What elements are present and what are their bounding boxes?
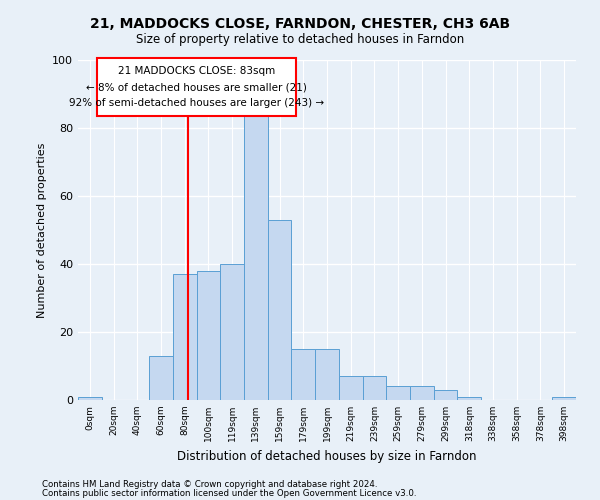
Bar (268, 220, 292, 400)
Bar (149, 356, 173, 400)
X-axis label: Distribution of detached houses by size in Farndon: Distribution of detached houses by size … (177, 450, 477, 462)
Text: Size of property relative to detached houses in Farndon: Size of property relative to detached ho… (136, 32, 464, 46)
FancyBboxPatch shape (97, 58, 296, 116)
Bar (434, 390, 457, 400)
Bar (339, 376, 362, 400)
Y-axis label: Number of detached properties: Number of detached properties (37, 142, 47, 318)
Bar (197, 271, 220, 400)
Bar (457, 396, 481, 400)
Bar (552, 396, 576, 400)
Bar (173, 274, 197, 400)
Text: Contains public sector information licensed under the Open Government Licence v3: Contains public sector information licen… (42, 488, 416, 498)
Text: Contains HM Land Registry data © Crown copyright and database right 2024.: Contains HM Land Registry data © Crown c… (42, 480, 377, 489)
Bar (386, 386, 410, 400)
Bar (244, 114, 268, 400)
Bar (410, 386, 434, 400)
Bar (292, 349, 315, 400)
Bar (220, 264, 244, 400)
Text: 21 MADDOCKS CLOSE: 83sqm: 21 MADDOCKS CLOSE: 83sqm (118, 66, 275, 76)
Bar (315, 349, 339, 400)
Bar (78, 396, 102, 400)
Bar (362, 376, 386, 400)
Text: 92% of semi-detached houses are larger (243) →: 92% of semi-detached houses are larger (… (69, 98, 324, 108)
Text: ← 8% of detached houses are smaller (21): ← 8% of detached houses are smaller (21) (86, 82, 307, 92)
Text: 21, MADDOCKS CLOSE, FARNDON, CHESTER, CH3 6AB: 21, MADDOCKS CLOSE, FARNDON, CHESTER, CH… (90, 18, 510, 32)
